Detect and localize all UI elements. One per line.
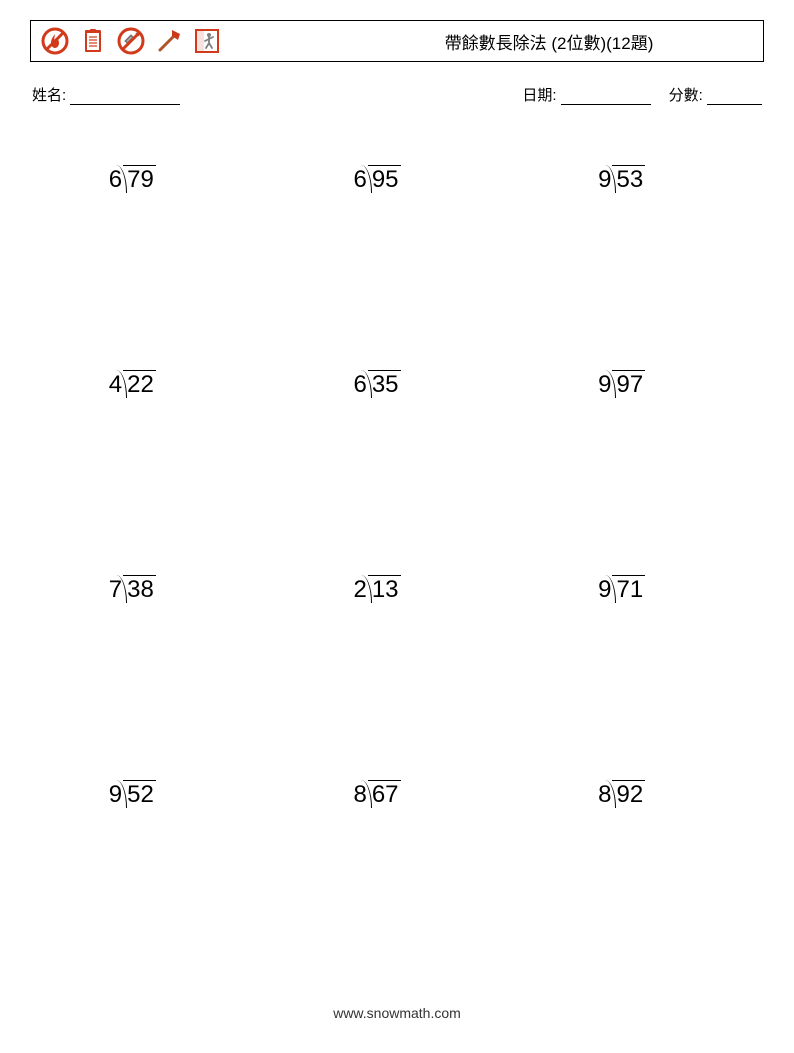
date-label: 日期: bbox=[522, 87, 556, 104]
dividend: 67 bbox=[368, 780, 401, 809]
long-division: 738 bbox=[109, 575, 196, 604]
long-division: 952 bbox=[109, 780, 196, 809]
long-division: 892 bbox=[598, 780, 685, 809]
problem: 997 bbox=[519, 355, 764, 560]
problem: 971 bbox=[519, 560, 764, 765]
long-division: 635 bbox=[353, 370, 440, 399]
name-field: 姓名: bbox=[32, 84, 522, 105]
dividend: 35 bbox=[368, 370, 401, 399]
dividend: 95 bbox=[368, 165, 401, 194]
dividend: 71 bbox=[612, 575, 645, 604]
worksheet-page: 帶餘數長除法 (2位數)(12題) 姓名: 日期: 分數: 679 695 953 4… bbox=[0, 0, 794, 1053]
problem: 213 bbox=[275, 560, 520, 765]
long-division: 695 bbox=[353, 165, 440, 194]
long-division: 971 bbox=[598, 575, 685, 604]
dividend: 13 bbox=[368, 575, 401, 604]
name-label: 姓名: bbox=[32, 87, 66, 104]
problem: 635 bbox=[275, 355, 520, 560]
long-division: 679 bbox=[109, 165, 196, 194]
problem: 695 bbox=[275, 150, 520, 355]
score-blank[interactable] bbox=[707, 90, 762, 105]
dividend: 53 bbox=[612, 165, 645, 194]
date-blank[interactable] bbox=[561, 90, 651, 105]
date-field: 日期: bbox=[522, 84, 650, 105]
problems-grid: 679 695 953 422 635 997 738 213 971 952 867 892 bbox=[30, 150, 764, 970]
long-division: 213 bbox=[353, 575, 440, 604]
header-box: 帶餘數長除法 (2位數)(12題) bbox=[30, 20, 764, 62]
dividend: 97 bbox=[612, 370, 645, 399]
dividend: 38 bbox=[123, 575, 156, 604]
problem: 679 bbox=[30, 150, 275, 355]
problem: 867 bbox=[275, 765, 520, 970]
problem: 953 bbox=[519, 150, 764, 355]
problem: 738 bbox=[30, 560, 275, 765]
problem: 422 bbox=[30, 355, 275, 560]
fire-exit-icon bbox=[191, 25, 223, 57]
no-fire-icon bbox=[39, 25, 71, 57]
name-blank[interactable] bbox=[70, 90, 180, 105]
header-icons bbox=[39, 25, 223, 57]
clipboard-icon bbox=[77, 25, 109, 57]
score-label: 分數: bbox=[669, 87, 703, 104]
problem: 952 bbox=[30, 765, 275, 970]
score-field: 分數: bbox=[669, 84, 762, 105]
problem: 892 bbox=[519, 765, 764, 970]
long-division: 997 bbox=[598, 370, 685, 399]
long-division: 953 bbox=[598, 165, 685, 194]
dividend: 79 bbox=[123, 165, 156, 194]
footer-url: www.snowmath.com bbox=[0, 1005, 794, 1021]
dividend: 52 bbox=[123, 780, 156, 809]
long-division: 422 bbox=[109, 370, 196, 399]
axe-icon bbox=[153, 25, 185, 57]
long-division: 867 bbox=[353, 780, 440, 809]
worksheet-title: 帶餘數長除法 (2位數)(12題) bbox=[223, 29, 755, 54]
dividend: 22 bbox=[123, 370, 156, 399]
no-syringe-icon bbox=[115, 25, 147, 57]
info-row: 姓名: 日期: 分數: bbox=[30, 84, 764, 105]
dividend: 92 bbox=[612, 780, 645, 809]
